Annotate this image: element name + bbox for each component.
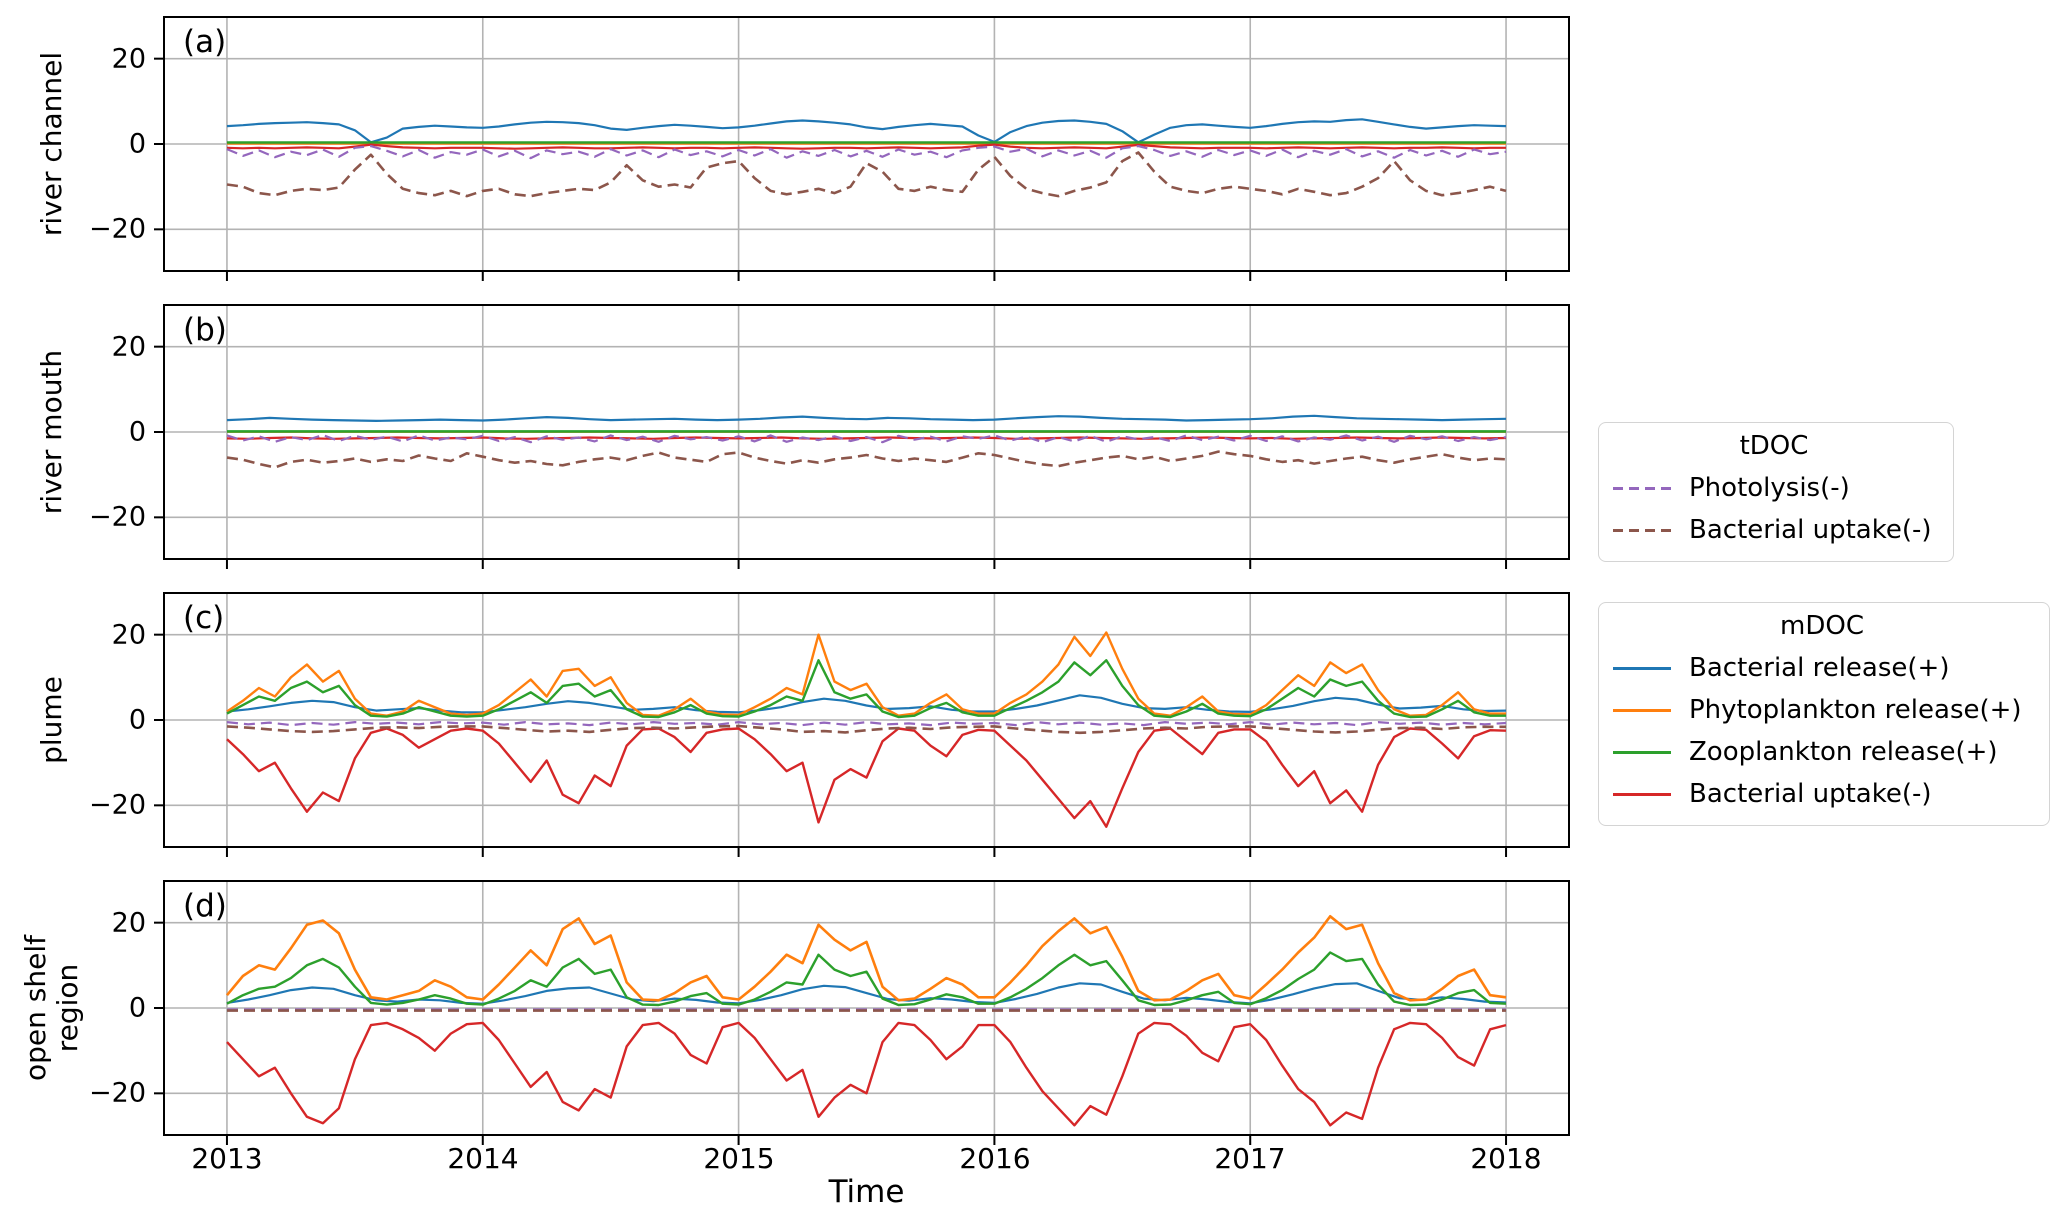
- y-tick-label: −20: [89, 213, 146, 245]
- legend-item: Bacterial release(+): [1613, 647, 2031, 689]
- legend-label: Photolysis(-): [1689, 473, 1850, 503]
- legend-title: tDOC: [1739, 431, 1809, 461]
- legend-item: Bacterial uptake(-): [1613, 509, 1935, 551]
- legend-label: Bacterial release(+): [1689, 653, 1950, 683]
- panel-b-plot: [154, 304, 1570, 569]
- y-tick-label: −20: [89, 501, 146, 533]
- legend-tdoc: tDOC Photolysis(-) Bacterial uptake(-): [1598, 422, 1954, 562]
- x-tick-label: 2016: [959, 1142, 1031, 1175]
- legend-title: mDOC: [1780, 611, 1864, 641]
- panel-a-plot: [154, 16, 1570, 281]
- panel-c: plume 20 0 −20 (c): [0, 592, 2067, 857]
- panel-letter-c: (c): [183, 600, 225, 636]
- legend-label: Bacterial uptake(-): [1689, 515, 1932, 545]
- x-tick-label: 2015: [703, 1142, 775, 1175]
- y-tick-label: 0: [128, 992, 146, 1024]
- y-tick-label: 20: [111, 907, 146, 939]
- y-tick-label: 20: [111, 619, 146, 651]
- panel-letter-b: (b): [183, 312, 227, 348]
- y-tick-label: −20: [89, 789, 146, 821]
- x-tick-label: 2014: [447, 1142, 519, 1175]
- panel-c-plot: [154, 592, 1570, 857]
- legend-mdoc: mDOC Bacterial release(+) Phytoplankton …: [1598, 602, 2050, 826]
- x-tick-label: 2018: [1470, 1142, 1542, 1175]
- bacterial-uptake-line-sample: [1613, 792, 1671, 796]
- x-tick-label: 2013: [191, 1142, 263, 1175]
- legend-label: Bacterial uptake(-): [1689, 779, 1932, 809]
- photolysis-line-sample: [1613, 486, 1671, 490]
- legend-item: Photolysis(-): [1613, 467, 1935, 509]
- y-tick-label: 20: [111, 331, 146, 363]
- legend-item: Zooplankton release(+): [1613, 731, 2031, 773]
- x-tick-label: 2017: [1214, 1142, 1286, 1175]
- panel-a: river channel 20 0 −20 (a): [0, 16, 2067, 281]
- panel-letter-a: (a): [183, 24, 227, 60]
- phytoplankton-release-line-sample: [1613, 708, 1671, 712]
- panel-d-plot: [154, 880, 1570, 1145]
- y-tick-label: 0: [128, 128, 146, 160]
- x-axis-label: Time: [828, 1174, 905, 1210]
- panel-letter-d: (d): [183, 888, 227, 924]
- zooplankton-release-line-sample: [1613, 750, 1671, 754]
- y-tick-label: 0: [128, 704, 146, 736]
- legend-item: Bacterial uptake(-): [1613, 773, 2031, 815]
- legend-label: Zooplankton release(+): [1689, 737, 1998, 767]
- legend-item: Phytoplankton release(+): [1613, 689, 2031, 731]
- bacterial-uptake-line-sample: [1613, 528, 1671, 532]
- legend-label: Phytoplankton release(+): [1689, 695, 2022, 725]
- y-tick-label: 0: [128, 416, 146, 448]
- bacterial-release-line-sample: [1613, 666, 1671, 670]
- panel-d: open shelf region 20 0 −20 (d): [0, 880, 2067, 1145]
- y-tick-label: −20: [89, 1077, 146, 1109]
- y-tick-label: 20: [111, 43, 146, 75]
- panel-b: river mouth 20 0 −20 (b): [0, 304, 2067, 569]
